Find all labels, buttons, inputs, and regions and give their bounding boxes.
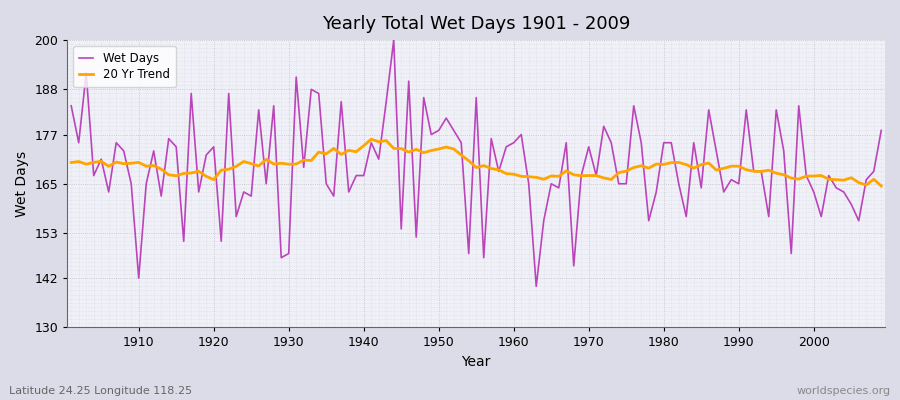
20 Yr Trend <box>516 174 526 179</box>
Text: Latitude 24.25 Longitude 118.25: Latitude 24.25 Longitude 118.25 <box>9 386 192 396</box>
Wet Days <box>291 75 302 80</box>
Text: worldspecies.org: worldspecies.org <box>796 386 891 396</box>
Wet Days <box>876 128 886 133</box>
20 Yr Trend <box>876 184 886 188</box>
20 Yr Trend <box>336 152 346 157</box>
Wet Days <box>531 284 542 289</box>
Wet Days <box>388 38 399 42</box>
Wet Days <box>613 181 624 186</box>
Wet Days <box>66 103 77 108</box>
Wet Days <box>126 181 137 186</box>
Wet Days <box>336 99 346 104</box>
20 Yr Trend <box>606 177 616 182</box>
X-axis label: Year: Year <box>462 355 490 369</box>
Line: 20 Yr Trend: 20 Yr Trend <box>71 139 881 186</box>
Wet Days <box>516 132 526 137</box>
20 Yr Trend <box>291 162 302 166</box>
Y-axis label: Wet Days: Wet Days <box>15 151 29 217</box>
Wet Days <box>508 140 519 145</box>
20 Yr Trend <box>365 137 376 142</box>
Title: Yearly Total Wet Days 1901 - 2009: Yearly Total Wet Days 1901 - 2009 <box>322 15 630 33</box>
Legend: Wet Days, 20 Yr Trend: Wet Days, 20 Yr Trend <box>74 46 176 87</box>
20 Yr Trend <box>126 161 137 166</box>
20 Yr Trend <box>508 172 519 176</box>
20 Yr Trend <box>66 160 77 165</box>
Line: Wet Days: Wet Days <box>71 40 881 286</box>
